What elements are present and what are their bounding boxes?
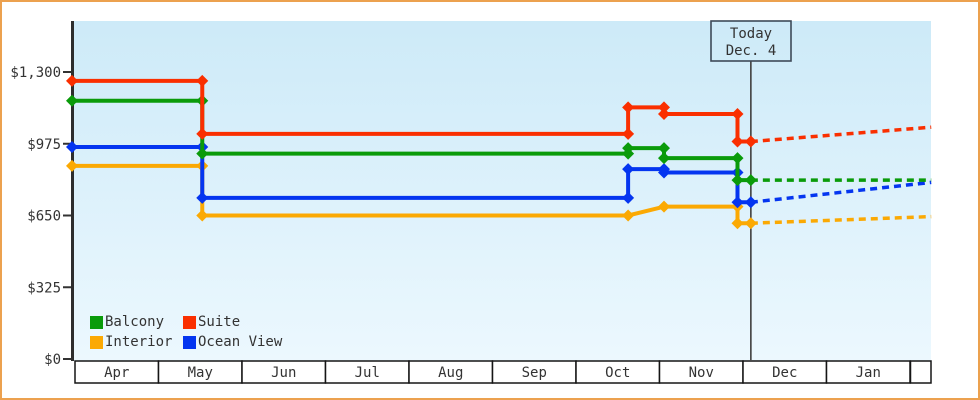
legend-label-ocean-view: Ocean View [198,334,283,350]
data-point-suite [622,101,635,114]
month-label-may: May [188,365,213,381]
month-label-jul: Jul [355,365,380,381]
data-point-balcony [731,174,744,187]
legend-label-suite: Suite [198,314,241,330]
data-point-suite [731,107,744,120]
month-label-oct: Oct [605,365,630,381]
ocean-view-swatch [183,335,196,349]
series-line-suite [72,78,751,144]
series-layer [66,74,932,230]
today-box [710,20,792,62]
interior-swatch-icon [90,335,103,349]
month-label-aug: Aug [438,365,463,381]
data-point-suite [658,101,671,114]
data-point-balcony [731,152,744,165]
data-point-interior [622,209,635,222]
month-label-nov: Nov [689,365,714,381]
month-label-dec: Dec [772,365,797,381]
data-point-suite [658,107,671,120]
data-point-balcony [744,174,757,187]
y-tick-label: $975 [27,137,61,153]
legend-row-2: Interior Ocean View [90,332,282,352]
data-point-balcony [196,147,209,160]
data-point-balcony [658,142,671,155]
month-cell-stub [909,360,932,384]
month-label-apr: Apr [104,365,129,381]
data-point-interior [731,217,744,230]
legend-item-suite: Suite [183,312,240,332]
balcony-swatch [90,315,103,329]
series-projection-interior [750,214,932,225]
legend-label-interior: Interior [105,334,173,350]
legend-item-balcony: Balcony [90,312,183,332]
y-tick-label: $1,300 [10,65,61,81]
ocean-view-swatch-icon [183,335,196,349]
data-point-ocean-view [658,166,671,179]
today-annotation: Today Dec. 4 [710,20,792,62]
data-point-balcony [658,152,671,165]
plot-area [72,21,931,361]
balcony-swatch-icon [90,315,103,329]
data-point-interior [66,159,78,172]
data-point-interior [744,217,757,230]
data-point-suite [66,74,78,87]
data-point-ocean-view [622,163,635,176]
series-projection-ocean-view [750,180,932,204]
data-point-interior [658,200,671,213]
series-projection-suite [750,125,932,144]
data-point-suite [731,135,744,148]
data-point-suite [622,127,635,140]
today-date-label: Dec. 4 [726,43,777,59]
data-point-suite [196,127,209,140]
data-point-ocean-view [66,141,78,154]
legend-item-interior: Interior [90,332,183,352]
data-point-suite [196,74,209,87]
data-point-balcony [622,142,635,155]
data-point-balcony [66,94,78,107]
data-point-ocean-view [731,196,744,209]
series-line-ocean-view [72,145,751,205]
data-point-ocean-view [196,191,209,204]
month-label-jan: Jan [856,365,881,381]
suite-swatch-icon [183,315,196,329]
data-point-suite [744,135,757,148]
suite-swatch [183,315,196,329]
data-point-interior [196,209,209,222]
y-tick-label: $650 [27,209,61,225]
data-point-ocean-view [744,196,757,209]
legend-row-1: Balcony Suite [90,312,282,332]
month-label-sep: Sep [522,365,547,381]
legend-label-balcony: Balcony [105,314,165,330]
today-label: Today [730,26,772,42]
month-label-jun: Jun [271,365,296,381]
data-point-ocean-view [622,191,635,204]
interior-swatch [90,335,103,349]
y-tick-label: $0 [44,352,61,368]
legend: Balcony Suite Interior Ocean View [90,312,282,352]
y-tick-label: $325 [27,280,61,296]
legend-item-ocean-view: Ocean View [183,332,282,352]
axes-layer: Apr May Jun Jul Aug Sep Oct Nov Dec Jan $0 $325 $650… [10,21,932,384]
